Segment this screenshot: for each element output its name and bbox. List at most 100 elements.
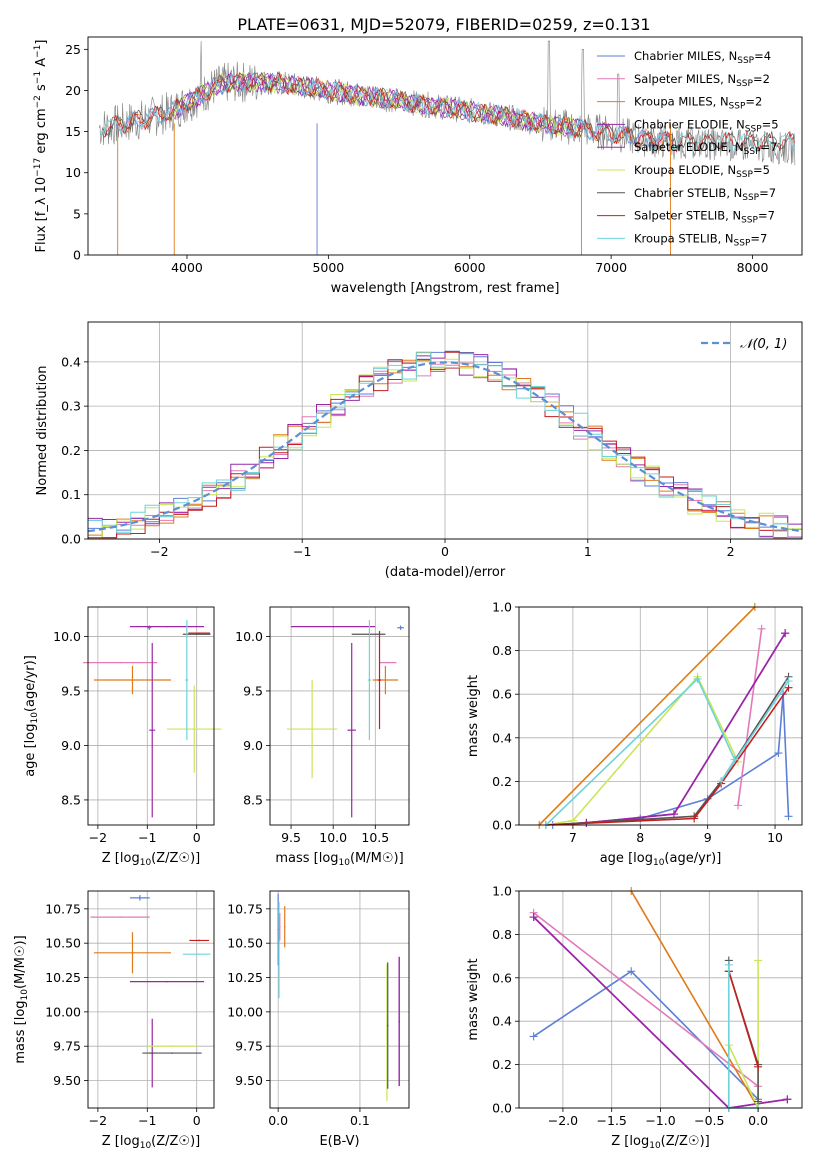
y-tick-label: 0.0 — [61, 532, 81, 547]
x-axis-label: mass [log10(M/M☉)] — [275, 851, 403, 868]
y-axis-label: mass [log10(M/M☉)] — [13, 935, 30, 1063]
y-tick-label: 0.8 — [492, 643, 512, 658]
y-axis-label: mass weight — [466, 958, 481, 1040]
series-chabrier_miles — [533, 970, 759, 1100]
point-kroupa_miles — [384, 679, 387, 681]
x-tick-label: 0.0 — [748, 1113, 768, 1128]
x-axis-label: age [log10(age/yr)] — [600, 851, 722, 868]
point-salpeter_elodie — [166, 625, 168, 628]
model-salpeter_elodie-line — [172, 72, 583, 137]
y-tick-label: 25 — [65, 42, 81, 57]
x-tick-label: −1.0 — [645, 1113, 675, 1128]
y-tick-label: 10.0 — [53, 629, 81, 644]
y-tick-label: 10.00 — [45, 1004, 81, 1019]
x-tick-label: 10 — [767, 830, 783, 845]
axes-frame — [518, 606, 803, 826]
y-tick-label: 5 — [73, 206, 81, 221]
point-chabrier_miles — [399, 626, 402, 629]
plot-area — [87, 350, 803, 539]
series-kroupa_elodie — [545, 675, 739, 826]
histogram-salpeter_stelib — [88, 352, 802, 539]
panel-residuals: −2 −1 0 1 2 0.0 0.1 0.2 0.3 0.4 (data-model)/error… — [35, 321, 803, 580]
marker-kroupa_stelib — [693, 674, 702, 683]
x-tick-label: 8000 — [737, 260, 769, 275]
point-kroupa_elodie — [171, 1045, 173, 1047]
point-kroupa_stelib — [368, 679, 371, 681]
point-chabrier_elodie — [151, 729, 154, 731]
y-tick-label: 10.50 — [45, 936, 81, 951]
series-kroupa_miles — [538, 606, 756, 826]
point-salpeter_elodie — [332, 625, 334, 628]
y-tick-label: 0.3 — [61, 399, 81, 414]
x-tick-label: 7000 — [595, 260, 627, 275]
marker-salpeter_stelib — [690, 814, 699, 823]
y-tick-label: 9.50 — [53, 1073, 81, 1088]
y-axis-label: Normed distribution — [35, 366, 50, 496]
normal-curve-line — [87, 361, 803, 533]
x-tick-label: 0 — [193, 830, 201, 845]
series-kroupa_miles — [630, 890, 759, 1109]
panel-age_vs_mass: 9.5 10.0 10.5 8.5 9.0 9.5 10.0 mass [log10(M/M☉… — [235, 606, 410, 868]
y-tick-label: 20 — [65, 83, 81, 98]
marker-kroupa_stelib — [717, 777, 726, 786]
point-kroupa_miles — [131, 679, 134, 681]
point-salpeter_miles — [387, 661, 389, 664]
panel-mass_vs_Z: −2 −1 0 9.50 9.75 10.00 10.25 10.50 10.75 Z [log1… — [13, 890, 215, 1151]
x-tick-label: 0 — [441, 544, 449, 559]
y-tick-label: 9.5 — [243, 683, 263, 698]
y-tick-label: 10.00 — [227, 1004, 263, 1019]
y-tick-label: 0.2 — [492, 774, 512, 789]
x-tick-label: 2 — [727, 544, 735, 559]
x-axis-label: (data-model)/error — [385, 565, 506, 580]
model-salpeter_stelib-line — [101, 72, 795, 153]
legend-label: 𝒩(0, 1) — [740, 337, 787, 352]
x-tick-label: −1 — [138, 1113, 156, 1128]
legend-label: Kroupa MILES, NSSP=2 — [634, 95, 762, 112]
series-salpeter_stelib — [545, 687, 790, 826]
y-tick-label: 0.2 — [492, 1057, 512, 1072]
series-chabrier_stelib — [545, 676, 790, 826]
y-tick-label: 0.4 — [492, 730, 512, 745]
point-kroupa_elodie — [193, 728, 196, 730]
marker-kroupa_stelib — [784, 677, 793, 686]
x-tick-label: 8 — [636, 830, 644, 845]
x-tick-label: −2 — [89, 830, 107, 845]
x-tick-label: −2 — [150, 544, 168, 559]
y-tick-label: 0.6 — [492, 687, 512, 702]
x-tick-label: 0 — [193, 1113, 201, 1128]
y-tick-label: 10.50 — [227, 936, 263, 951]
point-salpeter_miles — [119, 661, 121, 664]
marker-chabrier_miles — [784, 812, 793, 821]
x-tick-label: 4000 — [171, 260, 203, 275]
panel-mass_vs_ebv: 0.0 0.1 9.50 9.75 10.00 10.25 10.50 10.75 E(B-V) — [227, 890, 410, 1149]
axes-frame — [269, 606, 410, 826]
spectrum-legend: Chabrier MILES, NSSP=4 Salpeter MILES, NS… — [597, 49, 779, 248]
point-kroupa_stelib — [195, 953, 198, 955]
point-salpeter_elodie — [398, 1020, 400, 1023]
series-salpeter_miles — [737, 628, 763, 806]
y-tick-label: 9.0 — [243, 738, 263, 753]
marker-salpeter_stelib — [754, 1062, 763, 1071]
marker-salpeter_elodie — [781, 629, 790, 638]
histogram-kroupa_stelib — [88, 352, 802, 539]
series-kroupa_elodie — [728, 960, 759, 1109]
y-axis-label: age [log10(age/yr)] — [23, 655, 40, 777]
axes-frame — [87, 36, 803, 256]
x-tick-label: 0.1 — [350, 1113, 370, 1128]
marker-salpeter_elodie — [529, 913, 538, 922]
legend-label: Chabrier MILES, NSSP=4 — [634, 49, 771, 66]
figure-title: PLATE=0631, MJD=52079, FIBERID=0259, z=0… — [237, 15, 650, 34]
series-salpeter_stelib — [728, 971, 759, 1068]
legend-label: Kroupa STELIB, NSSP=7 — [634, 231, 767, 248]
axes-frame — [87, 890, 215, 1109]
plot-area — [277, 893, 400, 1102]
y-axis-label: mass weight — [466, 675, 481, 757]
y-axis-label: Flux [f_λ 10−17 erg cm−2 s−1 A−1] — [33, 40, 49, 253]
point-chabrier_miles — [148, 626, 151, 629]
axes-frame — [87, 321, 803, 540]
point-chabrier_miles — [139, 897, 141, 899]
plot-area — [535, 603, 793, 829]
point-chabrier_stelib — [386, 1024, 389, 1027]
x-axis-label: Z [log10(Z/Z☉)] — [102, 851, 200, 868]
point-kroupa_stelib — [186, 679, 188, 681]
